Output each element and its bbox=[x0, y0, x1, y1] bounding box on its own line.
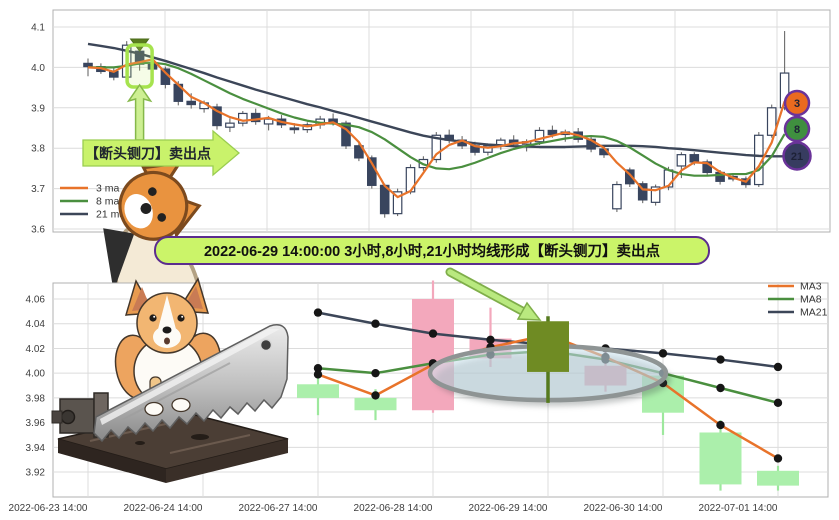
y-tick-label: 4.02 bbox=[26, 344, 46, 355]
y-tick-label: 3.92 bbox=[26, 468, 46, 479]
ma-point-ma8 bbox=[716, 383, 725, 393]
candlestick bbox=[483, 145, 493, 153]
x-tick-label: 2022-06-30 14:00 bbox=[584, 503, 663, 514]
ma-point-ma3 bbox=[716, 420, 725, 430]
ma-line-ma21 bbox=[87, 42, 785, 158]
legend-label-ma3: 3 ma bbox=[96, 183, 120, 195]
candlestick bbox=[624, 169, 635, 185]
y-tick-label: 4.00 bbox=[26, 369, 46, 380]
candlestick bbox=[392, 191, 403, 215]
candlestick bbox=[547, 129, 558, 136]
candlestick bbox=[534, 129, 545, 143]
ma-point-ma21 bbox=[658, 349, 668, 358]
ma-end-badge-21 bbox=[782, 141, 812, 171]
ma-point-ma3 bbox=[371, 391, 380, 400]
ma-point-ma21 bbox=[371, 319, 380, 328]
legend-label-ma21: MA21 bbox=[800, 307, 828, 319]
ma-point-ma8 bbox=[773, 398, 783, 408]
y-tick-label: 3.94 bbox=[26, 443, 46, 454]
y-tick-label: 3.98 bbox=[26, 393, 46, 404]
candlestick bbox=[766, 107, 777, 136]
sell-annotation: 【断头铡刀】卖出点 bbox=[77, 38, 244, 366]
ma-end-badge-3 bbox=[783, 89, 811, 117]
sell-arrow-icon bbox=[126, 83, 153, 141]
x-tick-label: 2022-07-01 14:00 bbox=[699, 503, 778, 514]
y-tick-label: 4.1 bbox=[31, 23, 45, 34]
candlestick bbox=[779, 72, 790, 109]
sell-callout bbox=[82, 129, 241, 177]
candlestick bbox=[83, 62, 93, 68]
x-tick-label: 2022-06-29 14:00 bbox=[469, 503, 548, 514]
candlestick bbox=[412, 299, 454, 411]
y-tick-label: 4.0 bbox=[31, 63, 45, 74]
ma-point-ma21 bbox=[773, 362, 783, 372]
y-tick-label: 4.04 bbox=[26, 319, 46, 330]
x-tick-label: 2022-06-27 14:00 bbox=[239, 503, 318, 514]
candlestick bbox=[650, 186, 661, 203]
legend-label-ma3: MA3 bbox=[800, 281, 822, 293]
candlestick bbox=[263, 118, 274, 125]
ma-end-badge-label-3: 3 bbox=[794, 98, 800, 110]
candlestick bbox=[699, 432, 742, 485]
corgi-paws bbox=[144, 397, 191, 417]
ma-line-ma8 bbox=[88, 61, 786, 177]
y-tick-label: 3.96 bbox=[26, 418, 46, 429]
candlestick bbox=[431, 134, 442, 161]
trend-arrow-head-icon bbox=[516, 301, 542, 321]
ma-point-ma21 bbox=[428, 329, 438, 338]
candlestick bbox=[186, 100, 196, 106]
candlestick bbox=[238, 112, 248, 124]
candlestick bbox=[250, 112, 261, 123]
ma-end-badge-label-8: 8 bbox=[794, 124, 800, 136]
y-tick-label: 3.8 bbox=[31, 144, 45, 155]
ma-point-ma21 bbox=[313, 308, 323, 317]
trend-arrow-shaft bbox=[447, 269, 527, 315]
x-tick-label: 2022-06-28 14:00 bbox=[354, 503, 433, 514]
ma-point-ma8 bbox=[371, 368, 380, 378]
candlestick bbox=[354, 397, 397, 411]
ma-point-ma3 bbox=[773, 454, 783, 463]
guillotine-base bbox=[57, 410, 289, 483]
sell-highlight-box bbox=[125, 43, 154, 89]
sell-callout-label: 【断头铡刀】卖出点 bbox=[85, 146, 211, 162]
signal-banner: 2022-06-29 14:00:00 3小时,8小时,21小时均线形成【断头铡… bbox=[154, 236, 710, 265]
candlestick bbox=[757, 470, 799, 486]
candlestick bbox=[212, 106, 222, 127]
x-tick-label: 2022-06-24 14:00 bbox=[124, 503, 203, 514]
ma-line-ma3 bbox=[87, 58, 786, 199]
candlestick bbox=[289, 127, 300, 131]
y-tick-label: 3.6 bbox=[31, 225, 45, 236]
legend-label-ma8: MA8 bbox=[800, 294, 822, 306]
ma-point-ma21 bbox=[716, 355, 725, 364]
saw-blade bbox=[93, 324, 289, 443]
candlestick bbox=[612, 183, 622, 210]
candlestick bbox=[225, 122, 235, 128]
x-tick-label: 2022-06-23 14:00 bbox=[9, 503, 88, 514]
signal-candlestick bbox=[527, 321, 569, 372]
ma-point-ma3 bbox=[313, 370, 323, 379]
candlestick bbox=[689, 154, 700, 163]
candlestick bbox=[297, 384, 339, 398]
ma-end-badge-8 bbox=[783, 115, 811, 143]
legend-label-ma8: 8 ma bbox=[96, 196, 120, 208]
corgi-guillotine-illustration bbox=[51, 277, 289, 483]
y-tick-label: 3.7 bbox=[31, 184, 45, 195]
candlestick bbox=[676, 154, 687, 167]
y-tick-label: 4.06 bbox=[26, 295, 46, 306]
y-tick-label: 3.9 bbox=[31, 103, 45, 114]
ma-point-ma8 bbox=[313, 364, 323, 373]
trend-arrow bbox=[445, 267, 542, 321]
ma-end-badge-label-21: 21 bbox=[791, 151, 803, 163]
legend-label-ma21: 21 ma bbox=[96, 209, 125, 221]
signal-banner-text: 2022-06-29 14:00:00 3小时,8小时,21小时均线形成【断头铡… bbox=[203, 244, 661, 260]
candlestick bbox=[354, 145, 364, 159]
ma-point-ma21 bbox=[486, 335, 495, 344]
candlestick bbox=[637, 183, 648, 201]
